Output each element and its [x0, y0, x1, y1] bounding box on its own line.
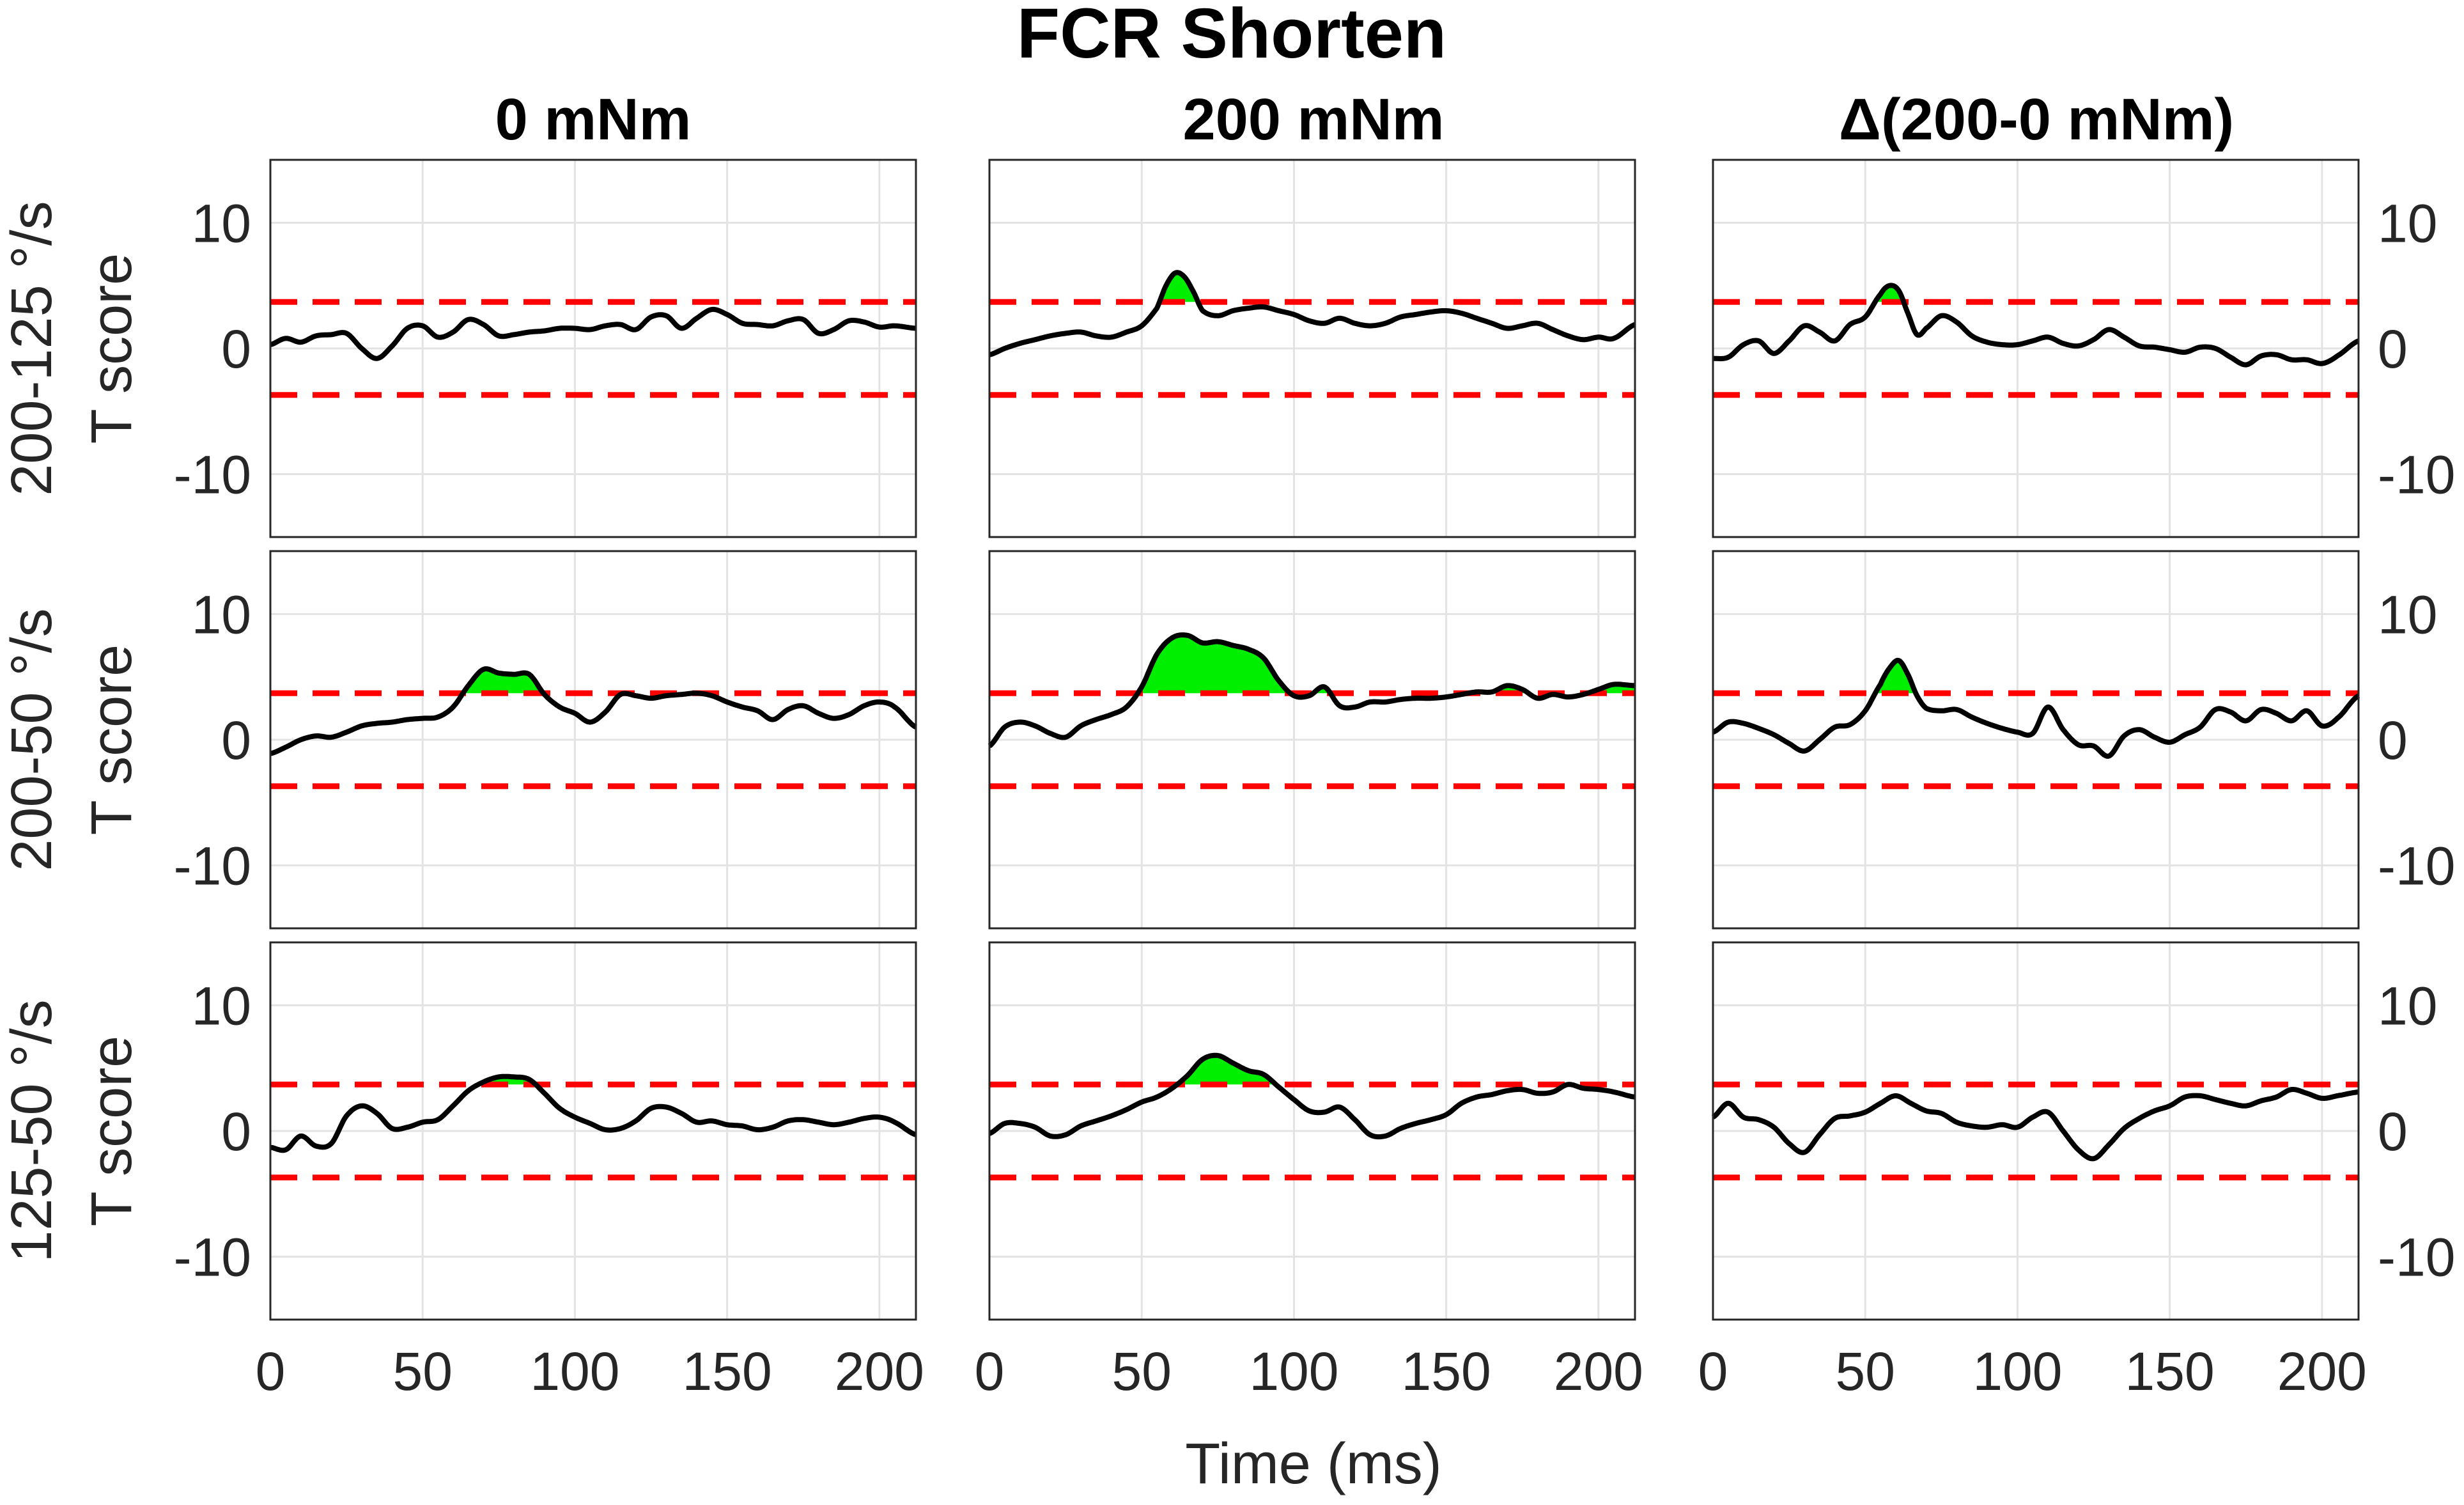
row-label: 125-50 °/s	[0, 999, 64, 1262]
y-tick-label: 0	[2378, 710, 2408, 770]
y-tick-label: -10	[174, 445, 251, 505]
tscore-line	[268, 306, 917, 361]
x-axis-label: Time (ms)	[1185, 1432, 1442, 1496]
axes-frame	[269, 941, 917, 1321]
panel-r1-c0: 10 0 -10 200-50 °/s T score	[0, 550, 917, 930]
y-tick-label: 10	[192, 193, 251, 253]
significant-region	[1875, 660, 1916, 694]
y-tick-label: 10	[192, 976, 251, 1036]
y-tick-label: -10	[2378, 836, 2455, 896]
y-tick-label: -10	[2378, 1228, 2455, 1288]
row-label: 200-125 °/s	[0, 201, 64, 495]
x-tick-label: 100	[1249, 1341, 1338, 1401]
significant-region	[1138, 635, 1290, 694]
x-tick-label: 150	[1402, 1341, 1491, 1401]
significant-region	[1159, 272, 1198, 302]
y-tick-label: 0	[221, 1102, 251, 1162]
y-tick-label: -10	[174, 1228, 251, 1288]
axes-frame	[988, 941, 1636, 1321]
y-tick-label: -10	[2378, 445, 2455, 505]
tscore-line	[988, 632, 1636, 749]
axes-frame	[269, 159, 917, 538]
x-tick-label: 200	[835, 1341, 924, 1401]
x-tick-label: 0	[975, 1341, 1005, 1401]
tscore-line	[1711, 283, 2360, 368]
axes-frame	[1712, 159, 2360, 538]
x-tick-label: 100	[1972, 1341, 2062, 1401]
row-label: 200-50 °/s	[0, 608, 64, 871]
x-tick-label: 200	[2277, 1341, 2367, 1401]
y-axis-label: T score	[80, 1036, 144, 1226]
panel-r0-c2: 10 0 -10	[1711, 159, 2455, 538]
chart-title: FCR Shorten	[1017, 0, 1446, 73]
x-tick-label: 50	[1112, 1341, 1171, 1401]
axes-frame	[1712, 941, 2360, 1321]
y-tick-label: 0	[221, 319, 251, 379]
y-tick-label: -10	[174, 836, 251, 896]
panel-r0-c0: 10 0 -10 200-125 °/s T score	[0, 159, 917, 538]
axes-frame	[269, 550, 917, 930]
x-tick-label: 0	[1698, 1341, 1728, 1401]
y-tick-label: 10	[192, 584, 251, 644]
tscore-line	[1711, 1087, 2360, 1162]
panel-r0-c1	[988, 159, 1636, 538]
axes-frame	[1712, 550, 2360, 930]
y-tick-label: 0	[2378, 319, 2408, 379]
y-axis-label: T score	[80, 644, 144, 835]
x-tick-label: 50	[392, 1341, 452, 1401]
x-tick-label: 100	[530, 1341, 619, 1401]
y-tick-label: 0	[221, 710, 251, 770]
x-tick-label: 150	[683, 1341, 772, 1401]
tscore-line	[268, 666, 917, 756]
x-tick-label: 0	[256, 1341, 286, 1401]
y-tick-label: 0	[2378, 1102, 2408, 1162]
column-title-1: 200 mNm	[1182, 87, 1444, 152]
panel-r1-c2: 10 0 -10	[1711, 550, 2455, 930]
x-tick-label: 150	[2125, 1341, 2215, 1401]
axes-frame	[988, 550, 1636, 930]
tscore-line	[268, 1073, 917, 1153]
y-tick-label: 10	[2378, 193, 2437, 253]
panel-r2-c1: 0 50 100 150 200	[975, 941, 1643, 1401]
column-title-0: 0 mNm	[495, 87, 692, 152]
column-title-2: Δ(200-0 mNm)	[1839, 87, 2234, 152]
x-tick-label: 200	[1554, 1341, 1643, 1401]
tscore-line	[988, 270, 1636, 357]
y-tick-label: 10	[2378, 976, 2437, 1036]
axes-frame	[988, 159, 1636, 538]
tscore-line	[988, 1052, 1636, 1140]
panel-r2-c2: 100-100 50 100 150 200	[1698, 941, 2455, 1401]
y-tick-label: 10	[2378, 584, 2437, 644]
y-axis-label: T score	[80, 253, 144, 444]
x-tick-label: 50	[1835, 1341, 1894, 1401]
panel-r1-c1	[988, 550, 1636, 930]
tscore-line	[1711, 657, 2360, 759]
